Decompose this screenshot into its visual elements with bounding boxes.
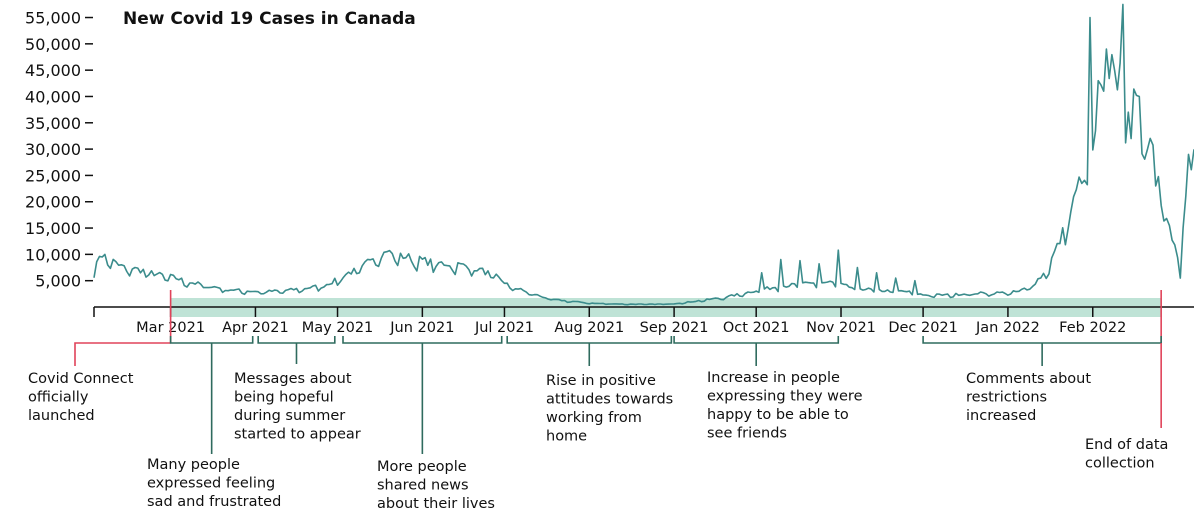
event-markers [169, 290, 1162, 343]
annotation-text: sad and frustrated [147, 494, 281, 510]
x-tick-label: Aug 2021 [554, 320, 624, 336]
y-tick-label: 30,000 [25, 140, 81, 159]
annotation-text: Rise in positive [546, 373, 656, 389]
annotation-text: happy to be able to [707, 407, 849, 423]
annotation-text: launched [28, 408, 95, 424]
annotation-text: expressed feeling [147, 476, 275, 492]
annotation: Messages about being hopeful during summer… [234, 336, 361, 443]
annotation-bracket [922, 336, 1162, 366]
annotation-text: collection [1085, 456, 1155, 472]
annotation-text: shared news [377, 478, 469, 494]
annotation-text: being hopeful [234, 390, 334, 406]
annotation-bracket [673, 336, 840, 366]
annotation-text: officially [28, 390, 89, 406]
annotation: Comments about restrictions increased [922, 336, 1162, 424]
annotation-bracket [342, 336, 503, 454]
annotation-bracket [169, 336, 254, 454]
x-tick-label: May 2021 [302, 320, 374, 336]
y-axis: 5,000 10,000 15,000 20,000 25,000 30,000 35,00… [25, 9, 93, 291]
annotation-bracket [257, 336, 336, 364]
annotation-text: End of data [1085, 437, 1168, 453]
annotation-text: home [546, 429, 587, 445]
annotation-text: Messages about [234, 371, 352, 387]
x-tick-label: Apr 2021 [222, 320, 289, 336]
annotation-text: Many people [147, 457, 240, 473]
x-tick-label: Feb 2022 [1059, 320, 1126, 336]
annotation-connector [74, 342, 171, 366]
annotation-text: restrictions [966, 390, 1047, 406]
x-tick-label: Jan 2022 [975, 320, 1040, 336]
annotation: End of data collection [1085, 343, 1168, 472]
x-tick-label: Dec 2021 [888, 320, 958, 336]
annotation-text: see friends [707, 426, 787, 442]
annotation-text: More people [377, 459, 467, 475]
annotation: More people shared news about their lives [342, 336, 503, 512]
annotation-text: increased [966, 408, 1036, 424]
y-tick-label: 45,000 [25, 61, 81, 80]
annotation-text: Comments about [966, 371, 1091, 387]
annotation-text: Increase in people [707, 370, 840, 386]
y-tick-label: 50,000 [25, 35, 81, 54]
annotation: Covid Connect officially launched [28, 342, 171, 424]
x-tick-label: Jun 2021 [389, 320, 454, 336]
y-tick-label: 55,000 [25, 9, 81, 28]
annotation-text: attitudes towards [546, 392, 673, 408]
annotation-text: expressing they were [707, 389, 863, 405]
series-line [93, 3, 1194, 306]
annotations: Covid Connect officially launched Many peop… [28, 336, 1168, 512]
annotation-text: about their lives [377, 496, 495, 512]
y-tick-label: 40,000 [25, 87, 81, 106]
series-line-layer [93, 3, 1194, 306]
x-axis: Mar 2021 Apr 2021 May 2021 Jun 2021 Jul 2021… [93, 306, 1194, 336]
annotation-text: Covid Connect [28, 371, 134, 387]
y-tick-label: 35,000 [25, 114, 81, 133]
annotation-text: during summer [234, 408, 345, 424]
annotation: Increase in people expressing they were ha… [673, 336, 863, 442]
y-tick-label: 25,000 [25, 166, 81, 185]
x-tick-label: Sep 2021 [640, 320, 709, 336]
annotation-bracket [506, 336, 673, 366]
chart-title: New Covid 19 Cases in Canada [123, 9, 416, 29]
annotation: Rise in positive attitudes towards working… [506, 336, 673, 445]
x-tick-label: Jul 2021 [474, 320, 534, 336]
y-tick-label: 10,000 [25, 245, 81, 264]
x-tick-label: Nov 2021 [806, 320, 876, 336]
y-tick-label: 20,000 [25, 193, 81, 212]
annotation: Many people expressed feeling sad and frus… [147, 336, 281, 510]
x-tick-label: Oct 2021 [723, 320, 790, 336]
annotation-text: started to appear [234, 427, 361, 443]
y-tick-label: 15,000 [25, 219, 81, 238]
y-tick-label: 5,000 [35, 272, 81, 291]
annotation-text: working from [546, 410, 642, 426]
